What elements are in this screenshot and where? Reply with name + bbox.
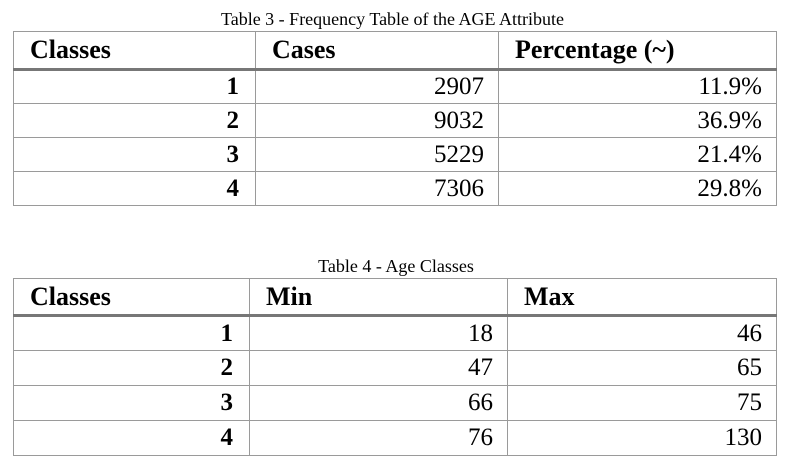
table3-frequency: Classes Cases Percentage (~) 1 2907 11.9… <box>13 31 777 206</box>
table3-header-row: Classes Cases Percentage (~) <box>13 31 777 71</box>
table3-header-classes: Classes <box>13 31 256 71</box>
table3-cell-percentage: 11.9% <box>498 69 777 104</box>
table4-cell-min: 18 <box>249 315 508 351</box>
table-row: 1 18 46 <box>13 315 777 351</box>
table-row: 4 76 130 <box>13 420 777 456</box>
table4-caption: Table 4 - Age Classes <box>318 256 474 276</box>
table3-header-cases: Cases <box>255 31 499 71</box>
table4-cell-min: 76 <box>249 420 508 456</box>
table-row: 4 7306 29.8% <box>13 171 777 206</box>
table-row: 3 66 75 <box>13 385 777 421</box>
table-row: 2 9032 36.9% <box>13 103 777 138</box>
table4-header-row: Classes Min Max <box>13 278 777 317</box>
table3-cell-cases: 2907 <box>255 69 499 104</box>
table-row: 3 5229 21.4% <box>13 137 777 172</box>
table4-cell-max: 75 <box>507 385 777 421</box>
table4-header-min: Min <box>249 278 508 317</box>
table3-cell-cases: 9032 <box>255 103 499 138</box>
table3-cell-class: 2 <box>13 103 256 138</box>
table4-age-classes: Classes Min Max 1 18 46 2 47 65 3 66 75 … <box>13 278 777 456</box>
table3-cell-cases: 5229 <box>255 137 499 172</box>
table3-cell-cases: 7306 <box>255 171 499 206</box>
table4-cell-min: 66 <box>249 385 508 421</box>
table4-cell-class: 2 <box>13 350 250 386</box>
table4-header-classes: Classes <box>13 278 250 317</box>
table-row: 2 47 65 <box>13 350 777 386</box>
table4-cell-max: 46 <box>507 315 777 351</box>
table4-cell-max: 65 <box>507 350 777 386</box>
table4-cell-max: 130 <box>507 420 777 456</box>
table4-cell-class: 4 <box>13 420 250 456</box>
table4-cell-class: 3 <box>13 385 250 421</box>
table4-cell-min: 47 <box>249 350 508 386</box>
table3-cell-percentage: 36.9% <box>498 103 777 138</box>
table-row: 1 2907 11.9% <box>13 69 777 104</box>
table3-header-percentage: Percentage (~) <box>498 31 777 71</box>
table3-cell-class: 3 <box>13 137 256 172</box>
table3-cell-percentage: 21.4% <box>498 137 777 172</box>
table3-caption: Table 3 - Frequency Table of the AGE Att… <box>220 9 565 29</box>
table3-cell-class: 4 <box>13 171 256 206</box>
table3-cell-class: 1 <box>13 69 256 104</box>
table3-cell-percentage: 29.8% <box>498 171 777 206</box>
table4-cell-class: 1 <box>13 315 250 351</box>
table4-header-max: Max <box>507 278 777 317</box>
